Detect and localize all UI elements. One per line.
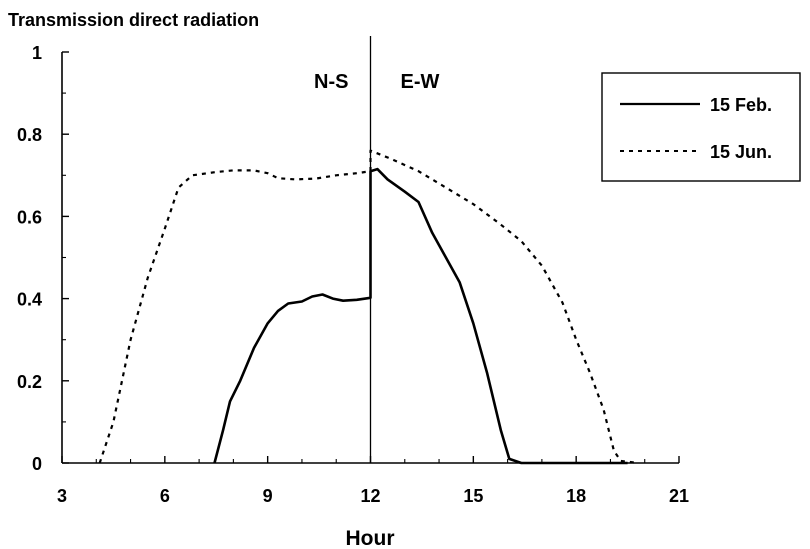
x-axis-title: Hour bbox=[346, 527, 395, 549]
legend-label-feb: 15 Feb. bbox=[710, 95, 772, 115]
x-tick-label: 21 bbox=[669, 486, 689, 506]
y-tick-label: 0.4 bbox=[17, 290, 42, 310]
x-tick-label: 12 bbox=[360, 486, 380, 506]
y-tick-label: 0.6 bbox=[17, 207, 42, 227]
divider-right-label: E-W bbox=[401, 71, 440, 93]
x-tick-label: 6 bbox=[160, 486, 170, 506]
series-line-1 bbox=[98, 149, 639, 465]
x-tick-label: 18 bbox=[566, 486, 586, 506]
divider: N-S E-W bbox=[314, 36, 440, 463]
y-tick-label: 0.2 bbox=[17, 372, 42, 392]
y-axis-title: Transmission direct radiation bbox=[8, 10, 259, 30]
divider-left-label: N-S bbox=[314, 71, 348, 93]
x-tick-label: 15 bbox=[463, 486, 483, 506]
y-tick-label: 0.8 bbox=[17, 125, 42, 145]
legend-label-jun: 15 Jun. bbox=[710, 142, 772, 162]
legend-box bbox=[601, 72, 801, 182]
ticks: 3 6 9 12 15 18 21 0 0.2 0.4 0.6 0.8 1 bbox=[17, 43, 689, 506]
x-tick-label: 3 bbox=[57, 486, 67, 506]
series-lines bbox=[98, 149, 639, 465]
series-line-0 bbox=[213, 167, 628, 465]
x-tick-label: 9 bbox=[263, 486, 273, 506]
legend: 15 Feb. 15 Jun. bbox=[601, 72, 801, 182]
y-tick-label: 1 bbox=[32, 43, 42, 63]
y-tick-label: 0 bbox=[32, 454, 42, 474]
